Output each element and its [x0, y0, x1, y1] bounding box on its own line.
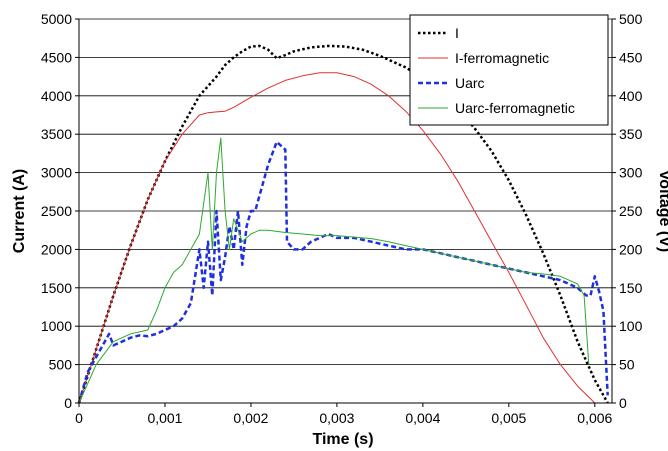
x-tick-label: 0	[75, 410, 83, 426]
x-tick-label: 0,005	[491, 410, 526, 426]
axes	[75, 18, 616, 407]
y2-tick-label: 0	[619, 395, 627, 411]
legend-entry: I-ferromagnetic	[455, 50, 549, 66]
y-tick-label: 5000	[41, 11, 72, 27]
y-tick-label: 2500	[41, 203, 72, 219]
tick-labels: 0500100015002000250030003500400045005000…	[41, 11, 643, 426]
y2-tick-label: 250	[619, 203, 643, 219]
series-line-uarc-ferromagnetic	[78, 137, 590, 404]
y2-tick-label: 400	[619, 88, 643, 104]
x-tick-label: 0,001	[147, 410, 182, 426]
series-line-i-ferromagnetic	[78, 72, 596, 404]
y2-tick-label: 150	[619, 280, 643, 296]
y-tick-label: 3000	[41, 165, 72, 181]
y-tick-label: 1000	[41, 318, 72, 334]
y-axis-title: Current (A)	[11, 169, 28, 253]
x-axis-title: Time (s)	[312, 431, 373, 448]
y2-tick-label: 100	[619, 318, 643, 334]
y-tick-label: 1500	[41, 280, 72, 296]
y2-tick-label: 300	[619, 165, 643, 181]
series-line-i	[77, 44, 609, 404]
legend-entry: I	[455, 25, 459, 41]
y2-tick-label: 450	[619, 49, 643, 65]
x-tick-label: 0,002	[233, 410, 268, 426]
y2-tick-label: 500	[619, 11, 643, 27]
y-tick-label: 0	[64, 395, 72, 411]
y-tick-label: 3500	[41, 126, 72, 142]
y2-tick-label: 350	[619, 126, 643, 142]
x-tick-label: 0,004	[405, 410, 440, 426]
legend: I I-ferromagnetic Uarc Uarc-ferromagnetic	[409, 14, 609, 126]
y-tick-label: 500	[49, 357, 73, 373]
x-tick-label: 0,006	[577, 410, 612, 426]
y2-tick-label: 50	[619, 357, 635, 373]
legend-entry: Uarc	[455, 75, 485, 91]
y-tick-label: 4500	[41, 49, 72, 65]
legend-entry: Uarc-ferromagnetic	[455, 100, 575, 116]
y-tick-label: 4000	[41, 88, 72, 104]
series-layer	[77, 44, 609, 404]
y2-tick-label: 200	[619, 241, 643, 257]
y2-axis-title: Voltage (V)	[656, 170, 668, 252]
y-tick-label: 2000	[41, 241, 72, 257]
x-tick-label: 0,003	[319, 410, 354, 426]
